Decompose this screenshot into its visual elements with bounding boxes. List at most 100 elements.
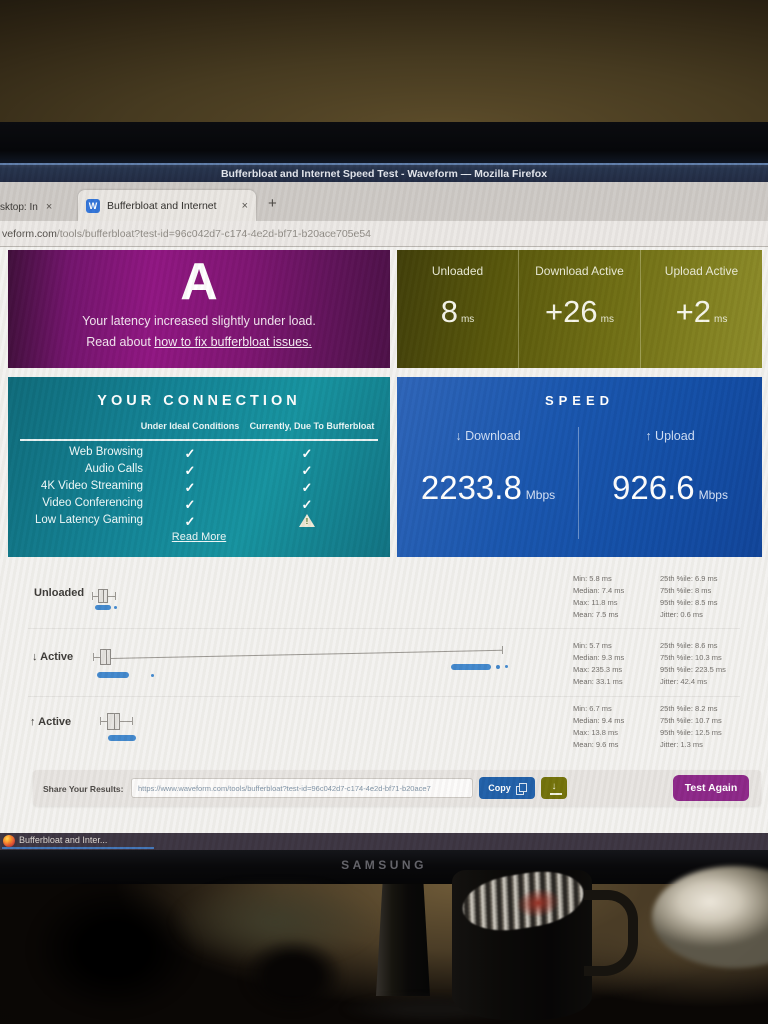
background-wall [0,0,768,128]
taskbar-active-underline [2,847,154,849]
grade-letter: A [180,253,218,311]
latency-dot [505,665,508,668]
latency-column-label: Download Active [535,264,624,278]
connection-row-label: Video Conferencing [42,497,143,509]
boxplot-whisker [93,657,101,658]
check-icon: ✓ [184,514,196,529]
tab-background-label: sktop: In [0,201,38,213]
tab-close-icon[interactable]: × [241,199,248,212]
grade-message: Your latency increased slightly under lo… [82,314,316,328]
latency-dot [496,665,500,669]
latency-dots-cluster [97,672,129,678]
monitor-bezel-top [0,122,768,163]
speed-divider [578,427,579,539]
latency-dot [114,606,117,609]
plot-row-label-upload-active: ↑ Active [30,716,72,728]
check-icon: ✓ [184,497,196,512]
upload-arrow-icon: ↑ [645,429,652,443]
copy-button-label: Copy [488,783,511,793]
check-icon: ✓ [301,463,313,478]
download-label: Download [465,429,521,443]
header-ideal: Under Ideal Conditions [140,421,240,431]
speed-panel: SPEED ↓ Download 2233.8 Mbps ↑ Upload 926… [397,377,762,557]
boxplot-box-download [100,649,111,665]
read-more-link[interactable]: Read More [171,531,227,543]
grade-read-line: Read about how to fix bufferbloat issues… [8,335,390,349]
stats-upload-right: 25th %ile: 8.2 ms 75th %ile: 10.7 ms 95t… [660,704,722,749]
connection-row-label: Web Browsing [69,446,143,458]
latency-download-column: Download Active +26 ms [518,250,640,368]
tab-active[interactable]: W Bufferbloat and Internet × [78,190,256,221]
connection-row-label: Audio Calls [84,463,143,475]
tab-background[interactable]: sktop: In × [0,194,76,220]
upload-label: Upload [655,429,695,443]
latency-upload-value: +2 [675,294,711,329]
latency-dots-cluster [95,605,111,610]
latency-outlier-cluster [451,664,491,670]
upload-unit: Mbps [698,488,728,502]
upload-section: ↑ Upload 926.6 Mbps [579,429,761,507]
tab-active-label: Bufferbloat and Internet [107,199,217,212]
tab-close-icon[interactable]: × [45,201,53,213]
upload-value: 926.6 [612,469,695,506]
check-icon: ✓ [301,497,313,512]
download-results-button[interactable]: ↓ [541,777,567,799]
boxplot-box-upload [107,713,120,730]
copy-button[interactable]: Copy [479,777,535,799]
test-again-button[interactable]: Test Again [673,775,749,801]
download-section: ↓ Download 2233.8 Mbps [397,429,579,507]
stats-unloaded-right: 25th %ile: 6.9 ms 75th %ile: 8 ms 95th %… [660,574,718,619]
latency-dots-cluster [108,735,136,741]
monitor-brand-logo: SAMSUNG [341,858,427,872]
check-icon: ✓ [184,463,196,478]
url-bar[interactable]: veform.com /tools/bufferbloat?test-id=96… [0,221,768,247]
monitor-stand [376,884,430,996]
share-label: Share Your Results: [43,784,124,794]
monitor-screen: Bufferbloat and Internet Speed Test - Wa… [0,163,768,850]
boxplot-whisker-tick [115,592,116,600]
connection-row: Web Browsing ✓ ✓ [8,446,390,463]
download-value: 2233.8 [420,469,522,506]
stats-download-left: Min: 5.7 ms Median: 9.3 ms Max: 235.3 ms… [573,641,625,686]
monitor-bezel-bottom [0,850,768,886]
row-separator [28,696,740,697]
firefox-icon [3,835,15,847]
row-separator [28,628,740,629]
grade-read-prefix: Read about [86,335,155,349]
connection-title: YOUR CONNECTION [97,393,301,409]
latency-unloaded-value: 8 [440,294,458,329]
connection-row-label: Low Latency Gaming [34,514,143,526]
waveform-favicon: W [86,198,100,213]
new-tab-button[interactable]: + [268,195,277,212]
page-content: A Your latency increased slightly under … [0,247,768,833]
warning-icon: ! [287,514,327,530]
connection-row: Low Latency Gaming ✓ ! [8,514,390,531]
window-title: Bufferbloat and Internet Speed Test - Wa… [220,167,548,180]
share-url-input[interactable]: https://www.waveform.com/tools/bufferblo… [131,778,473,798]
connection-row: Audio Calls ✓ ✓ [8,463,390,480]
plot-row-label-unloaded: Unloaded [34,587,85,599]
header-current: Currently, Due To Bufferbloat [249,421,375,431]
check-icon: ✓ [301,446,313,461]
latency-unit: ms [600,314,614,325]
taskbar-item[interactable]: Bufferbloat and Inter... [19,835,108,845]
boxplot-whisker-tick [502,646,503,654]
latency-summary-panel: Unloaded 8 ms Download Active +26 ms Uploa… [397,250,762,368]
download-unit: Mbps [525,488,556,502]
boxplot-box-unloaded [98,589,108,603]
stats-upload-left: Min: 6.7 ms Median: 9.4 ms Max: 13.8 ms … [573,704,625,749]
tab-strip: sktop: In × W Bufferbloat and Internet ×… [0,182,768,221]
fix-bufferbloat-link[interactable]: how to fix bufferbloat issues. [154,335,312,349]
connection-row: 4K Video Streaming ✓ ✓ [8,480,390,497]
grade-panel: A Your latency increased slightly under … [8,250,390,368]
check-icon: ✓ [184,446,196,461]
boxplot-whisker-tick [132,717,133,725]
download-icon: ↓ [549,781,562,795]
check-icon: ✓ [184,480,196,495]
connection-row-label: 4K Video Streaming [40,480,143,492]
latency-upload-column: Upload Active +2 ms [640,250,762,368]
mug-handle [584,890,638,976]
url-path: /tools/bufferbloat?test-id=96c042d7-c174… [56,227,372,240]
share-bar: Share Your Results: https://www.waveform… [33,770,761,806]
taskbar: Bufferbloat and Inter... [0,833,768,850]
